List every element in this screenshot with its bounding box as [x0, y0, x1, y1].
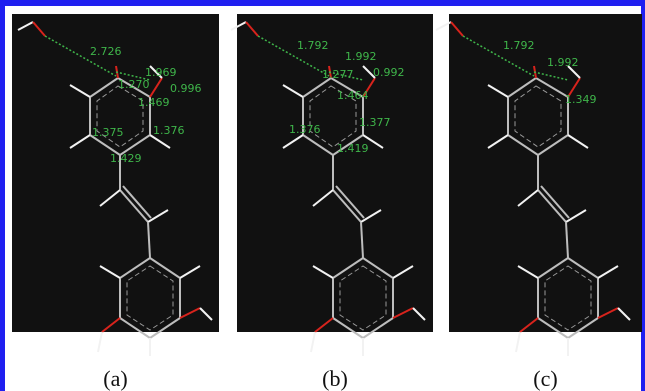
bond-length: 1.992	[345, 50, 377, 63]
bond-length: 1.376	[289, 123, 321, 136]
panel-image	[12, 14, 219, 332]
panel-label: (c)	[533, 366, 557, 391]
bond-length: 1.469	[138, 96, 170, 109]
bond-length: 1.969	[145, 66, 177, 79]
panel-label: (a)	[103, 366, 127, 391]
bond-length: 0.996	[170, 82, 202, 95]
bond-length: 0.992	[373, 66, 405, 79]
figure: 2.726 1.9691.270 0.9961.469 1.375 1.376 1.429…	[0, 0, 645, 391]
bond-length: 1.429	[110, 152, 142, 165]
bond-length: 1.792	[297, 39, 329, 52]
bond-length: 1.376	[153, 124, 185, 137]
bond-length: 1.792	[503, 39, 535, 52]
bond-length: 1.270	[118, 78, 150, 91]
bond-length: 1.277	[322, 68, 354, 81]
bond-length: 1.375	[92, 126, 124, 139]
panel-label: (b)	[322, 366, 348, 391]
bond-length: 2.726	[90, 45, 122, 58]
panel-image	[237, 14, 433, 332]
bond-length: 1.349	[565, 93, 597, 106]
bond-length: 1.377	[359, 116, 391, 129]
bond-length: 1.419	[337, 142, 369, 155]
bond-length: 1.992	[547, 56, 579, 69]
bond-length: 1.464	[337, 89, 369, 102]
